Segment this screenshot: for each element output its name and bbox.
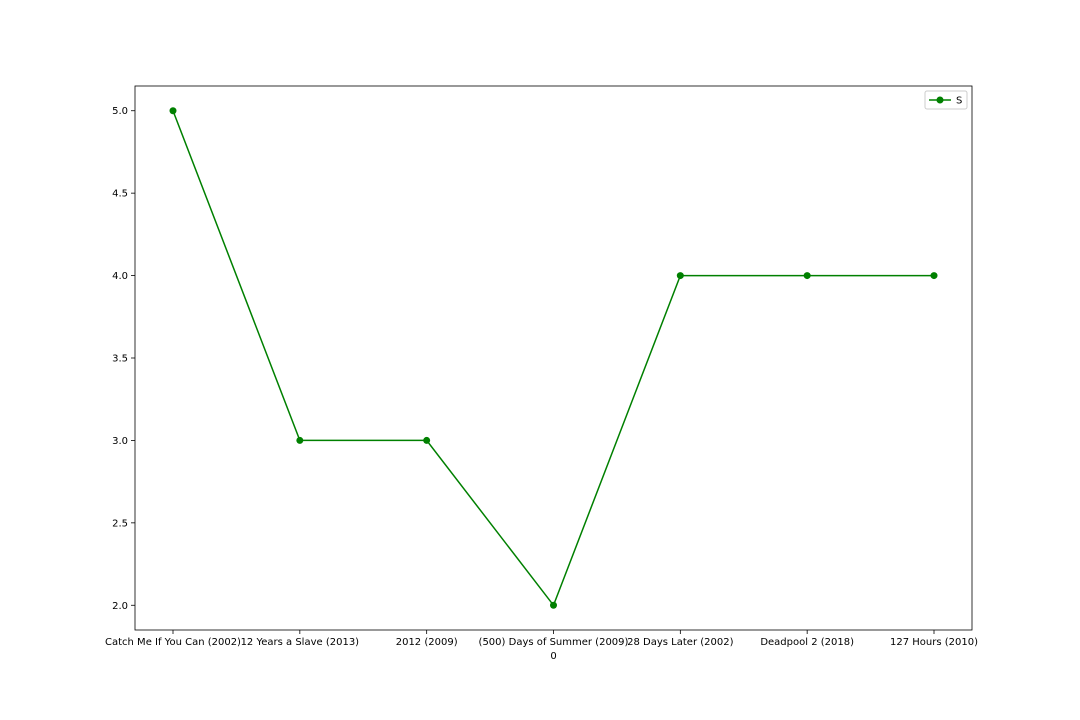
x-tick-label: Catch Me If You Can (2002) xyxy=(105,637,241,648)
y-tick-label: 4.5 xyxy=(112,189,128,200)
x-axis-label: 0 xyxy=(550,651,556,662)
data-point xyxy=(676,272,684,280)
data-point xyxy=(169,107,177,115)
x-tick-label: 127 Hours (2010) xyxy=(890,637,978,648)
plot-frame xyxy=(134,85,973,631)
x-axis-ticks: Catch Me If You Can (2002) 12 Years a Sla… xyxy=(105,630,978,648)
x-tick-label: Deadpool 2 (2018) xyxy=(760,637,854,648)
x-tick-label: 28 Days Later (2002) xyxy=(627,637,733,648)
y-tick-label: 4.0 xyxy=(112,271,128,282)
legend-marker-swatch xyxy=(936,96,944,104)
legend-label-s: S xyxy=(956,96,962,107)
x-tick-label: 12 Years a Slave (2013) xyxy=(241,637,360,648)
series-layer xyxy=(169,107,938,609)
data-point xyxy=(930,272,938,280)
y-tick-label: 5.0 xyxy=(112,106,128,117)
y-tick-label: 3.5 xyxy=(112,354,128,365)
legend: S xyxy=(924,90,968,110)
data-point xyxy=(803,272,811,280)
x-tick-label: 2012 (2009) xyxy=(396,637,458,648)
data-point xyxy=(423,436,431,444)
y-tick-label: 2.0 xyxy=(112,601,128,612)
plot-area-background xyxy=(135,86,972,630)
data-point xyxy=(296,436,304,444)
y-tick-label: 3.0 xyxy=(112,436,128,447)
data-point xyxy=(550,601,557,609)
y-axis-ticks: 2.0 2.5 3.0 3.5 4.0 4.5 5.0 xyxy=(112,106,135,612)
y-tick-label: 2.5 xyxy=(112,518,128,529)
x-tick-label: (500) Days of Summer (2009) xyxy=(479,637,629,648)
